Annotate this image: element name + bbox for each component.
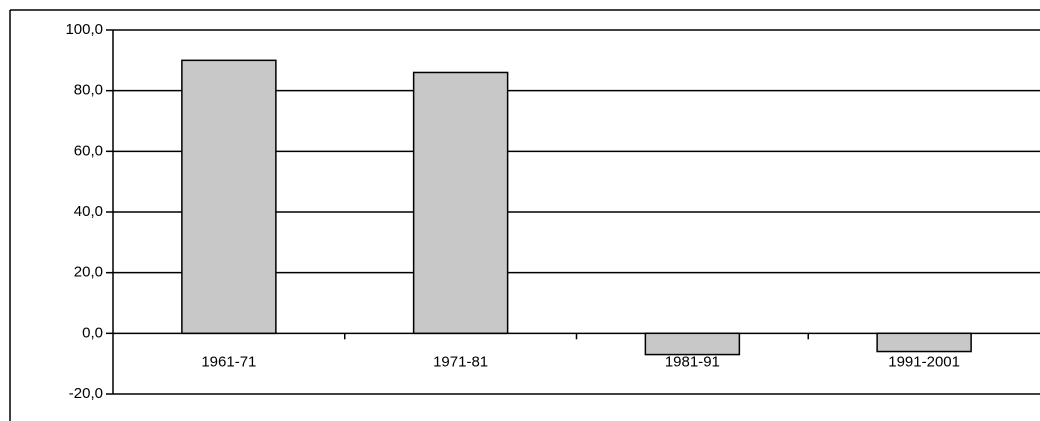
x-tick-label: 1981-91: [665, 353, 720, 370]
x-tick-label: 1961-71: [201, 353, 256, 370]
x-tick-label: 1971-81: [433, 353, 488, 370]
bar: [181, 59, 277, 335]
y-tick-label: 80,0: [74, 82, 103, 99]
y-tick-label: 0,0: [82, 324, 103, 341]
bar: [644, 332, 741, 356]
x-tick-label: 1991-2001: [888, 353, 960, 370]
bar: [876, 332, 972, 353]
y-tick-label: 40,0: [74, 203, 103, 220]
y-tick-label: 100,0: [65, 21, 103, 38]
y-tick-label: 60,0: [74, 142, 103, 159]
y-tick-label: 20,0: [74, 264, 103, 281]
bar: [412, 71, 509, 335]
y-tick-label: -20,0: [69, 385, 103, 402]
